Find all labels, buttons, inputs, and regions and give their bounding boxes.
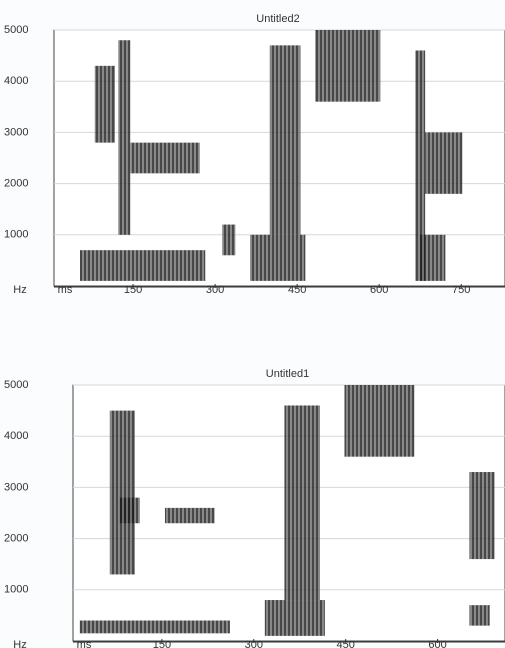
x-tick-label: 600 bbox=[428, 639, 446, 648]
energy-region bbox=[119, 497, 140, 524]
x-tick-label: 300 bbox=[206, 284, 224, 296]
energy-region bbox=[94, 65, 115, 143]
y-tick-label: 2000 bbox=[4, 533, 28, 545]
energy-region bbox=[130, 142, 200, 174]
energy-region bbox=[344, 385, 415, 457]
y-unit: Hz bbox=[13, 639, 26, 648]
y-tick-label: 5000 bbox=[4, 379, 28, 391]
y-tick-label: 1000 bbox=[4, 584, 28, 596]
x-tick-label: 150 bbox=[124, 284, 142, 296]
energy-region bbox=[164, 507, 215, 524]
x-tick-label: 750 bbox=[452, 284, 470, 296]
energy-region bbox=[315, 30, 381, 102]
x-unit: ms bbox=[58, 284, 73, 296]
energy-region bbox=[109, 410, 135, 575]
x-tick-label: 300 bbox=[245, 639, 263, 648]
x-tick-label: 150 bbox=[153, 639, 171, 648]
energy-region bbox=[284, 405, 320, 601]
energy-region bbox=[425, 132, 463, 194]
energy-region bbox=[250, 234, 306, 281]
energy-region bbox=[118, 40, 131, 235]
energy-region bbox=[469, 472, 495, 560]
y-tick-label: 1000 bbox=[4, 229, 28, 241]
energy-region bbox=[415, 50, 426, 281]
y-tick-label: 3000 bbox=[4, 126, 28, 138]
x-tick-label: 450 bbox=[288, 284, 306, 296]
x-tick-label: 450 bbox=[337, 639, 355, 648]
energy-region bbox=[469, 605, 490, 626]
y-tick-label: 5000 bbox=[4, 24, 28, 36]
energy-region bbox=[79, 250, 206, 281]
energy-region bbox=[222, 224, 236, 256]
chart-title: Untitled1 bbox=[266, 368, 309, 380]
x-tick-label: 600 bbox=[370, 284, 388, 296]
energy-region bbox=[269, 45, 301, 235]
energy-region bbox=[420, 234, 446, 281]
energy-region bbox=[79, 620, 230, 634]
y-tick-label: 4000 bbox=[4, 430, 28, 442]
y-tick-label: 2000 bbox=[4, 178, 28, 190]
energy-region bbox=[264, 600, 325, 636]
y-tick-label: 4000 bbox=[4, 75, 28, 87]
x-unit: ms bbox=[77, 639, 92, 648]
y-unit: Hz bbox=[13, 284, 26, 296]
y-tick-label: 3000 bbox=[4, 481, 28, 493]
chart-title: Untitled2 bbox=[256, 13, 299, 25]
